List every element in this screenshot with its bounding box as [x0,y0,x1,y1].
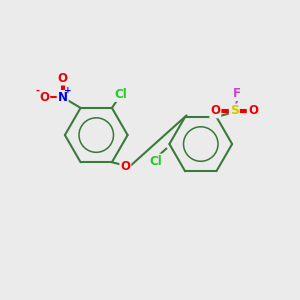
Text: +: + [64,86,71,95]
Text: O: O [248,104,259,117]
Text: S: S [230,104,239,117]
Text: O: O [39,91,49,104]
Text: N: N [58,91,68,104]
Text: F: F [233,87,241,100]
Text: Cl: Cl [115,88,127,101]
Text: Cl: Cl [150,154,162,167]
Text: O: O [58,72,68,85]
Text: -: - [36,86,40,96]
Text: O: O [120,160,130,173]
Text: O: O [210,104,220,117]
